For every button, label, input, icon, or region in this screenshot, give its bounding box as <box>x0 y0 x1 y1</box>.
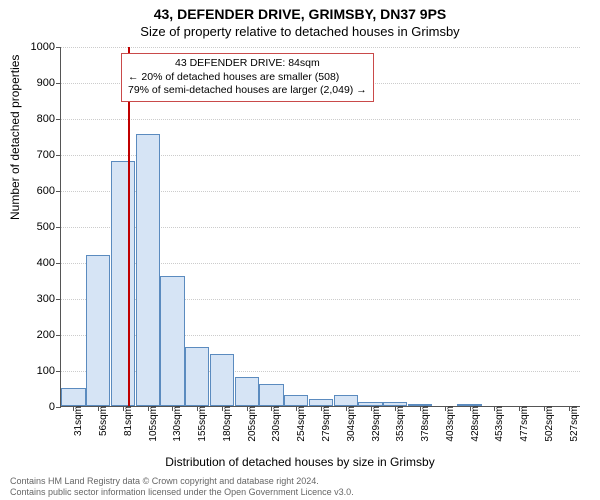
y-tick-label: 700 <box>37 149 55 161</box>
x-tick-label: 329sqm <box>371 406 382 442</box>
bar <box>284 395 308 406</box>
bar <box>259 384 283 406</box>
x-tick-label: 378sqm <box>420 406 431 442</box>
y-tick-label: 1000 <box>31 41 55 53</box>
chart-area: 0100200300400500600700800900100031sqm56s… <box>60 47 580 407</box>
y-tick-mark <box>56 155 61 156</box>
bar <box>334 395 358 406</box>
x-tick-label: 527sqm <box>569 406 580 442</box>
x-tick-mark <box>420 406 421 411</box>
x-tick-label: 477sqm <box>519 406 530 442</box>
y-tick-label: 300 <box>37 293 55 305</box>
x-tick-label: 502sqm <box>544 406 555 442</box>
x-tick-label: 130sqm <box>172 406 183 442</box>
y-tick-mark <box>56 191 61 192</box>
x-tick-mark <box>73 406 74 411</box>
plot-area: 0100200300400500600700800900100031sqm56s… <box>60 47 580 407</box>
y-tick-label: 800 <box>37 113 55 125</box>
y-tick-label: 100 <box>37 365 55 377</box>
chart-title-main: 43, DEFENDER DRIVE, GRIMSBY, DN37 9PS <box>0 6 600 22</box>
x-tick-mark <box>544 406 545 411</box>
x-axis-label: Distribution of detached houses by size … <box>0 455 600 469</box>
x-tick-label: 180sqm <box>222 406 233 442</box>
y-tick-label: 600 <box>37 185 55 197</box>
y-tick-label: 500 <box>37 221 55 233</box>
y-tick-mark <box>56 335 61 336</box>
x-tick-mark <box>371 406 372 411</box>
y-tick-label: 400 <box>37 257 55 269</box>
x-tick-label: 403sqm <box>445 406 456 442</box>
x-tick-label: 230sqm <box>271 406 282 442</box>
bar <box>309 399 333 406</box>
annotation-line: 79% of semi-detached houses are larger (… <box>128 84 367 98</box>
x-tick-label: 31sqm <box>73 406 84 436</box>
x-tick-label: 304sqm <box>346 406 357 442</box>
y-tick-mark <box>56 227 61 228</box>
x-tick-mark <box>569 406 570 411</box>
bar <box>210 354 234 406</box>
annotation-line: 43 DEFENDER DRIVE: 84sqm <box>128 57 367 71</box>
x-tick-label: 279sqm <box>321 406 332 442</box>
x-tick-label: 453sqm <box>494 406 505 442</box>
annotation-box: 43 DEFENDER DRIVE: 84sqm← 20% of detache… <box>121 53 374 102</box>
x-tick-mark <box>123 406 124 411</box>
y-tick-mark <box>56 83 61 84</box>
x-tick-mark <box>494 406 495 411</box>
footer-attribution: Contains HM Land Registry data © Crown c… <box>10 476 354 498</box>
y-tick-label: 900 <box>37 77 55 89</box>
y-tick-mark <box>56 371 61 372</box>
footer-line-1: Contains HM Land Registry data © Crown c… <box>10 476 354 487</box>
x-tick-label: 428sqm <box>470 406 481 442</box>
annotation-line: ← 20% of detached houses are smaller (50… <box>128 71 367 85</box>
y-tick-label: 200 <box>37 329 55 341</box>
x-tick-mark <box>172 406 173 411</box>
bar <box>136 134 160 406</box>
chart-title-sub: Size of property relative to detached ho… <box>0 24 600 39</box>
x-tick-mark <box>470 406 471 411</box>
x-tick-mark <box>247 406 248 411</box>
x-tick-mark <box>98 406 99 411</box>
x-tick-label: 254sqm <box>296 406 307 442</box>
x-tick-mark <box>395 406 396 411</box>
bar <box>111 161 135 406</box>
bar <box>86 255 110 406</box>
y-axis-label: Number of detached properties <box>8 55 22 220</box>
x-tick-label: 105sqm <box>148 406 159 442</box>
footer-line-2: Contains public sector information licen… <box>10 487 354 498</box>
gridline <box>61 47 580 48</box>
y-tick-label: 0 <box>49 401 55 413</box>
x-tick-mark <box>271 406 272 411</box>
x-tick-mark <box>346 406 347 411</box>
y-tick-mark <box>56 299 61 300</box>
y-tick-mark <box>56 263 61 264</box>
bar <box>185 347 209 406</box>
x-tick-label: 155sqm <box>197 406 208 442</box>
x-tick-mark <box>197 406 198 411</box>
y-tick-mark <box>56 407 61 408</box>
bar <box>160 276 184 406</box>
x-tick-label: 81sqm <box>123 406 134 436</box>
x-tick-label: 56sqm <box>98 406 109 436</box>
x-tick-mark <box>519 406 520 411</box>
x-tick-mark <box>321 406 322 411</box>
gridline <box>61 119 580 120</box>
bar <box>61 388 85 406</box>
y-tick-mark <box>56 47 61 48</box>
x-tick-mark <box>445 406 446 411</box>
y-tick-mark <box>56 119 61 120</box>
x-tick-mark <box>222 406 223 411</box>
x-tick-mark <box>296 406 297 411</box>
bar <box>235 377 259 406</box>
x-tick-label: 205sqm <box>247 406 258 442</box>
x-tick-mark <box>148 406 149 411</box>
x-tick-label: 353sqm <box>395 406 406 442</box>
